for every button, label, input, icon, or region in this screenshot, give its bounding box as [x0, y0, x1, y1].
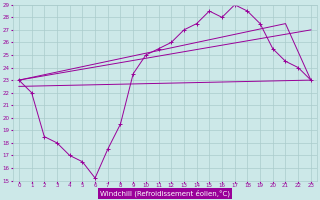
X-axis label: Windchill (Refroidissement éolien,°C): Windchill (Refroidissement éolien,°C)	[100, 190, 230, 197]
